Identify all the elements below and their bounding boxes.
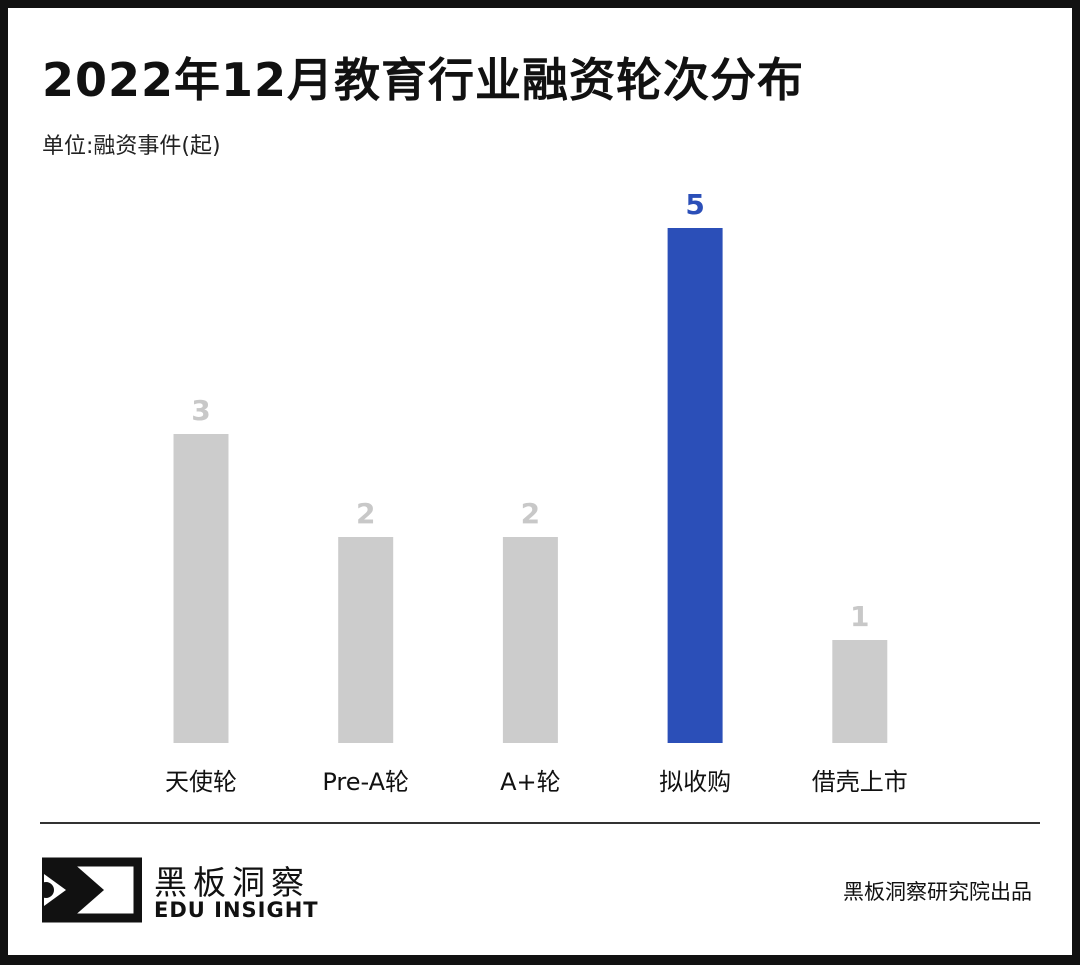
data-label-0: 3 [191,394,210,427]
bar-2 [502,537,558,743]
chart-frame: 2022年12月教育行业融资轮次分布 单位:融资事件(起) 3 天使轮 2 Pre-A… [8,8,1072,955]
bar-1 [338,537,394,743]
divider [40,822,1040,824]
category-label-3: 拟收购 [659,768,731,796]
eye-logo-icon [38,857,143,923]
bar-4 [832,640,888,743]
credit-text: 黑板洞察研究院出品 [843,880,1032,904]
data-label-4: 1 [850,600,869,633]
logo-text-en: EDU INSIGHT [154,898,319,922]
logo: 黑板洞察 EDU INSIGHT [38,856,318,928]
category-label-4: 借壳上市 [812,768,908,796]
bar-3 [667,228,723,743]
data-label-1: 2 [356,497,375,530]
category-label-1: Pre-A轮 [322,768,409,796]
category-label-0: 天使轮 [165,768,237,796]
data-label-2: 2 [521,497,540,530]
category-label-2: A+轮 [500,768,561,796]
data-label-3: 5 [685,188,704,221]
bar-0 [173,434,229,743]
page-title: 2022年12月教育行业融资轮次分布 [42,53,805,107]
logo-text-cn: 黑板洞察 [154,863,310,902]
bar-chart: 3 天使轮 2 Pre-A轮 2 A+轮 5 拟收购 1 借壳上市 [165,188,908,796]
unit-label: 单位:融资事件(起) [42,134,221,159]
